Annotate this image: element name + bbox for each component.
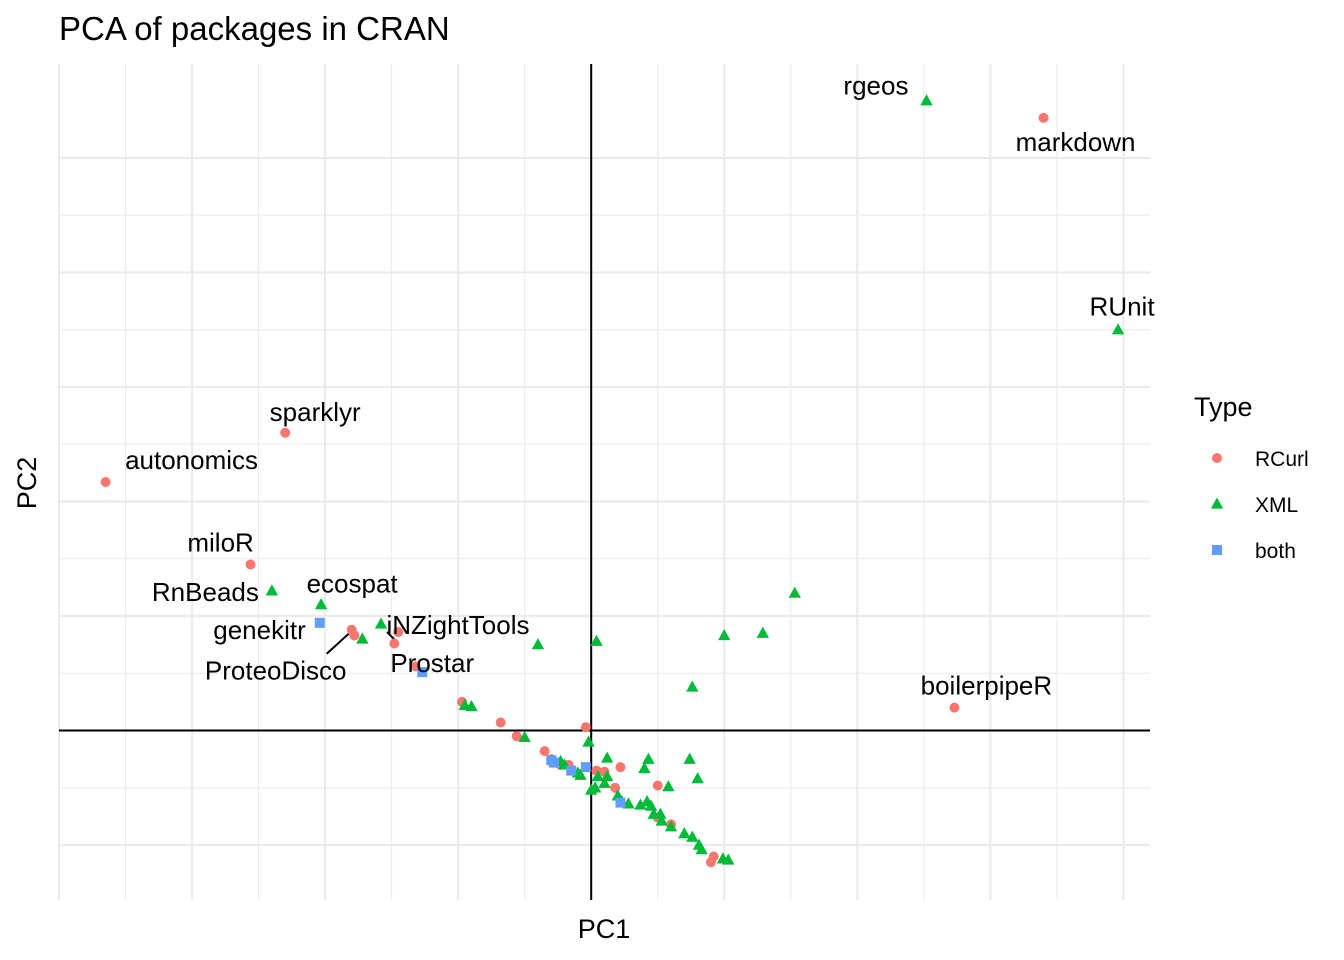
data-point-xml xyxy=(356,632,369,644)
data-point-xml xyxy=(582,735,595,747)
data-point-xml xyxy=(722,853,735,865)
data-point-xml xyxy=(591,769,605,781)
data-point-rcurl xyxy=(280,427,291,438)
grid-lines xyxy=(57,64,1150,900)
point-label-ecospat: ecospat xyxy=(307,569,399,599)
data-point-xml xyxy=(531,638,545,650)
point-label-proteodisco: ProteoDisco xyxy=(205,656,347,686)
data-point-rcurl xyxy=(495,717,506,728)
data-point-xml xyxy=(662,780,675,792)
data-point-xml xyxy=(600,751,614,763)
point-label-sparklyr: sparklyr xyxy=(270,397,361,427)
data-point-xml xyxy=(465,699,478,712)
reference-axes xyxy=(59,64,1150,900)
data-point-xml xyxy=(691,772,704,784)
legend-items: RCurl XML both xyxy=(1210,448,1309,563)
data-point-rcurl xyxy=(349,630,360,641)
data-point-rcurl xyxy=(389,638,400,649)
legend-key-xml xyxy=(1210,497,1224,509)
leader-line-proteodisco xyxy=(326,632,350,655)
legend-label-xml: XML xyxy=(1255,494,1298,517)
data-point-rcurl xyxy=(245,559,256,570)
data-point-rcurl xyxy=(539,746,550,757)
data-point-rcurl xyxy=(708,851,719,862)
point-label-boilerpiper: boilerpipeR xyxy=(921,671,1053,701)
data-point-xml xyxy=(518,730,531,743)
point-label-rgeos: rgeos xyxy=(843,71,908,101)
legend-label-rcurl: RCurl xyxy=(1255,448,1309,471)
data-point-xml xyxy=(718,628,731,641)
point-label-prostar: Prostar xyxy=(390,648,474,678)
data-point-xml xyxy=(590,634,603,646)
legend-key-both xyxy=(1212,545,1222,555)
point-label-milor: miloR xyxy=(187,527,253,557)
legend-key-rcurl xyxy=(1212,453,1222,463)
data-point-rcurl xyxy=(1038,112,1049,123)
point-label-runit: RUnit xyxy=(1090,292,1156,322)
data-point-both xyxy=(580,762,591,773)
data-point-rcurl xyxy=(652,780,663,791)
point-label-genekitr: genekitr xyxy=(213,615,306,645)
data-point-rcurl xyxy=(100,477,111,487)
point-label-inzighttools: iNZightTools xyxy=(386,610,529,640)
data-point-xml xyxy=(642,752,655,764)
data-point-xml xyxy=(683,752,696,764)
data-point-xml xyxy=(638,761,651,773)
data-point-both xyxy=(417,667,428,678)
data-point-xml xyxy=(756,626,770,638)
data-point-xml xyxy=(1111,323,1125,335)
legend-label-both: both xyxy=(1255,540,1296,563)
data-point-rcurl xyxy=(615,762,626,773)
data-point-xml xyxy=(374,617,388,629)
data-points xyxy=(100,94,1125,868)
data-point-xml xyxy=(265,584,279,596)
data-point-rcurl xyxy=(511,731,522,742)
data-point-xml xyxy=(655,814,668,826)
data-point-rcurl xyxy=(393,627,404,638)
data-point-rcurl xyxy=(949,702,960,713)
data-point-xml xyxy=(695,843,708,855)
point-label-rnbeads: RnBeads xyxy=(152,577,259,607)
data-point-xml xyxy=(788,586,801,598)
data-point-rcurl xyxy=(580,722,591,733)
point-label-autonomics: autonomics xyxy=(125,445,258,475)
data-point-xml xyxy=(574,768,587,780)
data-point-xml xyxy=(654,807,667,819)
data-point-xml xyxy=(598,776,611,788)
data-point-xml xyxy=(664,820,678,832)
legend-title: Type xyxy=(1194,392,1253,422)
data-point-xml xyxy=(314,598,328,610)
point-labels: markdown boilerpipeR sparklyr autonomics mil… xyxy=(125,71,1155,701)
data-point-xml xyxy=(634,798,647,810)
data-point-xml xyxy=(644,799,658,811)
point-label-markdown: markdown xyxy=(1016,127,1136,157)
data-point-xml xyxy=(686,830,699,842)
data-point-both xyxy=(615,797,626,808)
data-point-xml xyxy=(585,783,598,795)
data-point-xml xyxy=(686,680,699,692)
data-point-xml xyxy=(920,94,933,106)
y-axis-title: PC2 xyxy=(12,457,42,510)
chart-title: PCA of packages in CRAN xyxy=(59,10,450,47)
data-point-both xyxy=(566,765,577,776)
legend: Type RCurl XML both xyxy=(1194,392,1309,563)
x-axis-title: PC1 xyxy=(578,914,631,944)
data-point-both xyxy=(314,617,325,628)
data-point-both xyxy=(548,757,559,768)
data-point-xml xyxy=(678,827,691,839)
